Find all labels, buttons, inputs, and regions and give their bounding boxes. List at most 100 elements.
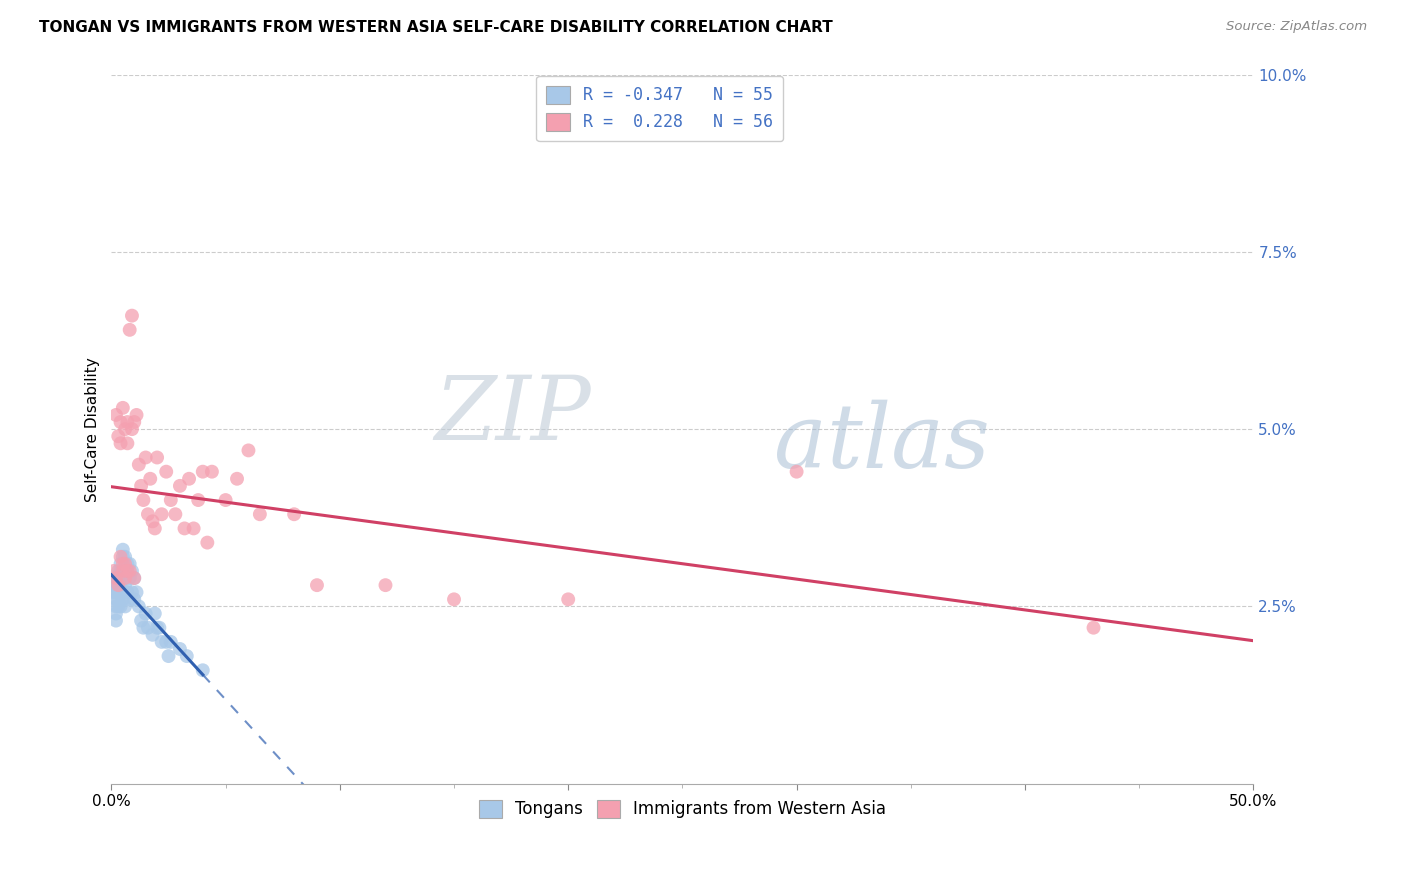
Point <box>107 578 129 592</box>
Point <box>107 585 129 599</box>
Point <box>110 557 132 571</box>
Point <box>141 514 163 528</box>
Point <box>122 415 145 429</box>
Point <box>103 564 125 578</box>
Legend: Tongans, Immigrants from Western Asia: Tongans, Immigrants from Western Asia <box>472 793 893 825</box>
Point <box>132 621 155 635</box>
Point <box>136 621 159 635</box>
Point <box>169 479 191 493</box>
Point <box>195 535 218 549</box>
Point <box>117 585 139 599</box>
Point <box>118 571 141 585</box>
Point <box>104 408 127 422</box>
Point <box>173 521 195 535</box>
Point <box>111 549 134 564</box>
Point <box>191 663 214 677</box>
Point <box>110 436 132 450</box>
Point <box>104 592 127 607</box>
Point <box>121 564 143 578</box>
Point <box>155 635 177 649</box>
Point <box>249 507 271 521</box>
Point <box>201 465 224 479</box>
Point <box>111 564 134 578</box>
Point <box>107 571 129 585</box>
Point <box>157 649 180 664</box>
Point <box>128 599 150 614</box>
Point <box>114 564 136 578</box>
Point <box>177 472 200 486</box>
Point <box>129 614 152 628</box>
Point <box>226 472 249 486</box>
Point <box>107 578 129 592</box>
Point <box>111 564 134 578</box>
Point <box>118 557 141 571</box>
Point <box>104 571 127 585</box>
Point <box>125 408 148 422</box>
Point <box>143 521 166 535</box>
Point <box>104 578 127 592</box>
Point <box>122 592 145 607</box>
Point <box>159 635 181 649</box>
Point <box>557 592 579 607</box>
Point <box>169 642 191 657</box>
Point <box>114 549 136 564</box>
Point <box>148 621 170 635</box>
Point <box>110 578 132 592</box>
Point <box>121 422 143 436</box>
Point <box>176 649 198 664</box>
Point <box>107 429 129 443</box>
Point <box>238 443 260 458</box>
Point <box>135 607 157 621</box>
Point <box>146 621 169 635</box>
Point <box>104 614 127 628</box>
Point <box>125 585 148 599</box>
Point <box>107 564 129 578</box>
Point <box>103 585 125 599</box>
Text: TONGAN VS IMMIGRANTS FROM WESTERN ASIA SELF-CARE DISABILITY CORRELATION CHART: TONGAN VS IMMIGRANTS FROM WESTERN ASIA S… <box>39 20 834 35</box>
Point <box>117 564 139 578</box>
Point <box>121 585 143 599</box>
Point <box>114 557 136 571</box>
Point <box>107 599 129 614</box>
Point <box>122 571 145 585</box>
Point <box>111 542 134 557</box>
Point <box>136 507 159 521</box>
Point <box>191 465 214 479</box>
Point <box>118 323 141 337</box>
Text: atlas: atlas <box>773 400 990 487</box>
Point <box>183 521 205 535</box>
Point <box>114 578 136 592</box>
Point <box>110 564 132 578</box>
Point <box>103 578 125 592</box>
Point <box>110 415 132 429</box>
Point <box>121 309 143 323</box>
Point <box>146 450 169 465</box>
Point <box>110 599 132 614</box>
Point <box>104 585 127 599</box>
Point <box>114 599 136 614</box>
Point <box>110 549 132 564</box>
Point <box>110 571 132 585</box>
Point <box>305 578 328 592</box>
Point <box>111 592 134 607</box>
Point <box>117 436 139 450</box>
Text: ZIP: ZIP <box>434 371 591 458</box>
Point <box>786 465 808 479</box>
Point <box>150 635 173 649</box>
Y-axis label: Self-Care Disability: Self-Care Disability <box>86 357 100 501</box>
Point <box>117 564 139 578</box>
Point <box>159 493 181 508</box>
Point <box>155 465 177 479</box>
Point <box>111 401 134 415</box>
Point <box>117 557 139 571</box>
Point <box>107 592 129 607</box>
Point <box>114 571 136 585</box>
Point <box>143 607 166 621</box>
Point <box>104 571 127 585</box>
Point <box>129 479 152 493</box>
Point <box>132 493 155 508</box>
Point <box>165 507 187 521</box>
Point <box>117 415 139 429</box>
Point <box>150 507 173 521</box>
Point <box>104 599 127 614</box>
